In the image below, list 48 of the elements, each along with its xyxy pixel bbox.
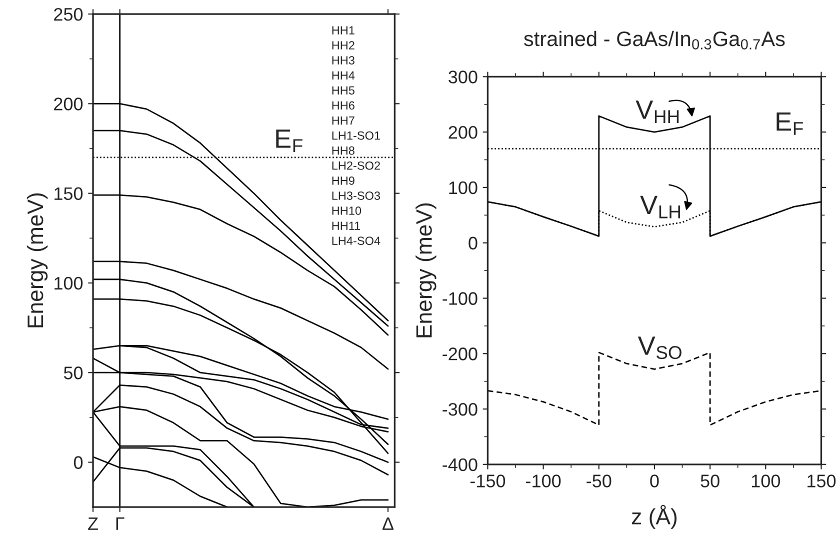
annotation: LH3-SO3: [332, 192, 380, 200]
y-axis-title: Energy (meV): [26, 193, 48, 328]
annotation: HH2: [332, 41, 354, 50]
y-tick-label: 100: [54, 276, 83, 290]
y-tick-label: -300: [442, 402, 478, 416]
annotation: HH7: [332, 116, 354, 125]
annotation: V$_{LH}$: [640, 196, 680, 218]
y-tick-label: 100: [449, 181, 478, 194]
chart-title: strained - GaAs/In$_{0.3}$Ga$_{0.7}$As: [524, 30, 785, 50]
ref-line-label: E$_{F}$: [776, 112, 803, 135]
annotation: HH10: [332, 206, 362, 215]
annotation: HH6: [332, 101, 354, 110]
y-tick-label: 200: [54, 98, 83, 110]
annotation: HH4: [332, 71, 355, 80]
x-tick-label: 0: [650, 474, 659, 488]
y-tick-label: -400: [442, 458, 478, 472]
annotation: HH5: [332, 86, 354, 95]
y-tick-label: 150: [54, 187, 83, 200]
y-tick-label: 0: [468, 236, 478, 250]
x-tick-label: 150: [808, 474, 836, 488]
x-tick-label: 100: [752, 474, 780, 488]
y-tick-label: -200: [442, 348, 478, 360]
ref-line-label: E$_{F}$: [276, 130, 302, 152]
annotation: HH11: [332, 222, 360, 230]
y-tick-label: 50: [64, 366, 83, 380]
annotation: HH9: [332, 176, 354, 185]
x-tick-label: -100: [526, 474, 561, 488]
annotation: HH8: [332, 146, 354, 155]
y-tick-label: 300: [448, 70, 478, 84]
x-tick-label: -50: [586, 474, 612, 488]
x-tick-label: Γ: [116, 517, 124, 530]
x-tick-label: -150: [470, 474, 506, 488]
annotation: V$_{HH}$: [636, 100, 679, 123]
x-axis-title: z (Å): [632, 504, 677, 529]
x-tick-label: Z: [88, 517, 98, 530]
x-tick-label: Δ: [382, 517, 394, 530]
annotation: V$_{SO}$: [638, 336, 682, 360]
annotation: LH1-SO1: [332, 131, 380, 140]
annotation: LH4-SO4: [332, 236, 380, 245]
y-tick-label: 200: [448, 126, 478, 139]
x-tick-label: 50: [700, 474, 720, 488]
y-tick-label: -100: [442, 292, 478, 305]
annotation: LH2-SO2: [332, 161, 380, 170]
annotation: HH1: [332, 26, 354, 34]
y-axis-title: Energy (meV): [416, 203, 436, 338]
y-tick-label: 250: [54, 8, 83, 21]
annotation: HH3: [332, 56, 354, 65]
y-tick-label: 0: [74, 456, 83, 469]
